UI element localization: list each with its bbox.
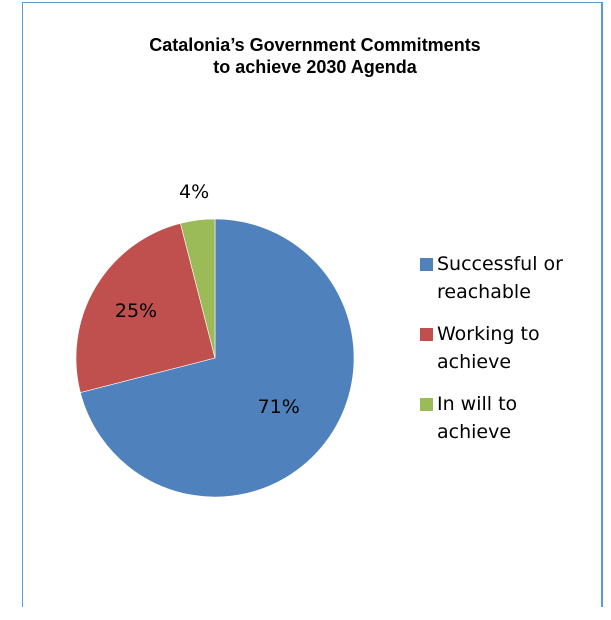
legend-label-in-will-line-2: achieve [437, 421, 512, 443]
data-label-successful: 71% [258, 396, 300, 418]
chart-legend: Successful or reachable Working to achie… [420, 250, 600, 460]
legend-swatch-in-will [420, 398, 433, 411]
legend-item-successful: Successful or reachable [420, 250, 600, 306]
pie-slice-successful [80, 218, 355, 498]
legend-swatch-working [420, 328, 433, 341]
chart-title: Catalonia’s Government Commitments to ac… [22, 34, 608, 78]
legend-label-successful-line-1: Successful or [437, 253, 563, 275]
pie-slice-in-will [180, 218, 216, 359]
legend-label-in-will-line-1: In will to [437, 393, 518, 415]
legend-label-working-line-2: achieve [437, 351, 512, 373]
pie-slice-working [75, 223, 216, 393]
legend-item-in-will: In will to achieve [420, 390, 600, 446]
chart-title-line-1: Catalonia’s Government Commitments [149, 35, 481, 55]
data-label-working: 25% [115, 300, 157, 322]
data-label-in-will: 4% [179, 181, 209, 203]
legend-label-working-line-1: Working to [437, 323, 540, 345]
legend-label-successful-line-2: reachable [437, 281, 531, 303]
chart-title-line-2: to achieve 2030 Agenda [213, 57, 417, 77]
legend-swatch-successful [420, 258, 433, 271]
legend-item-working: Working to achieve [420, 320, 600, 376]
